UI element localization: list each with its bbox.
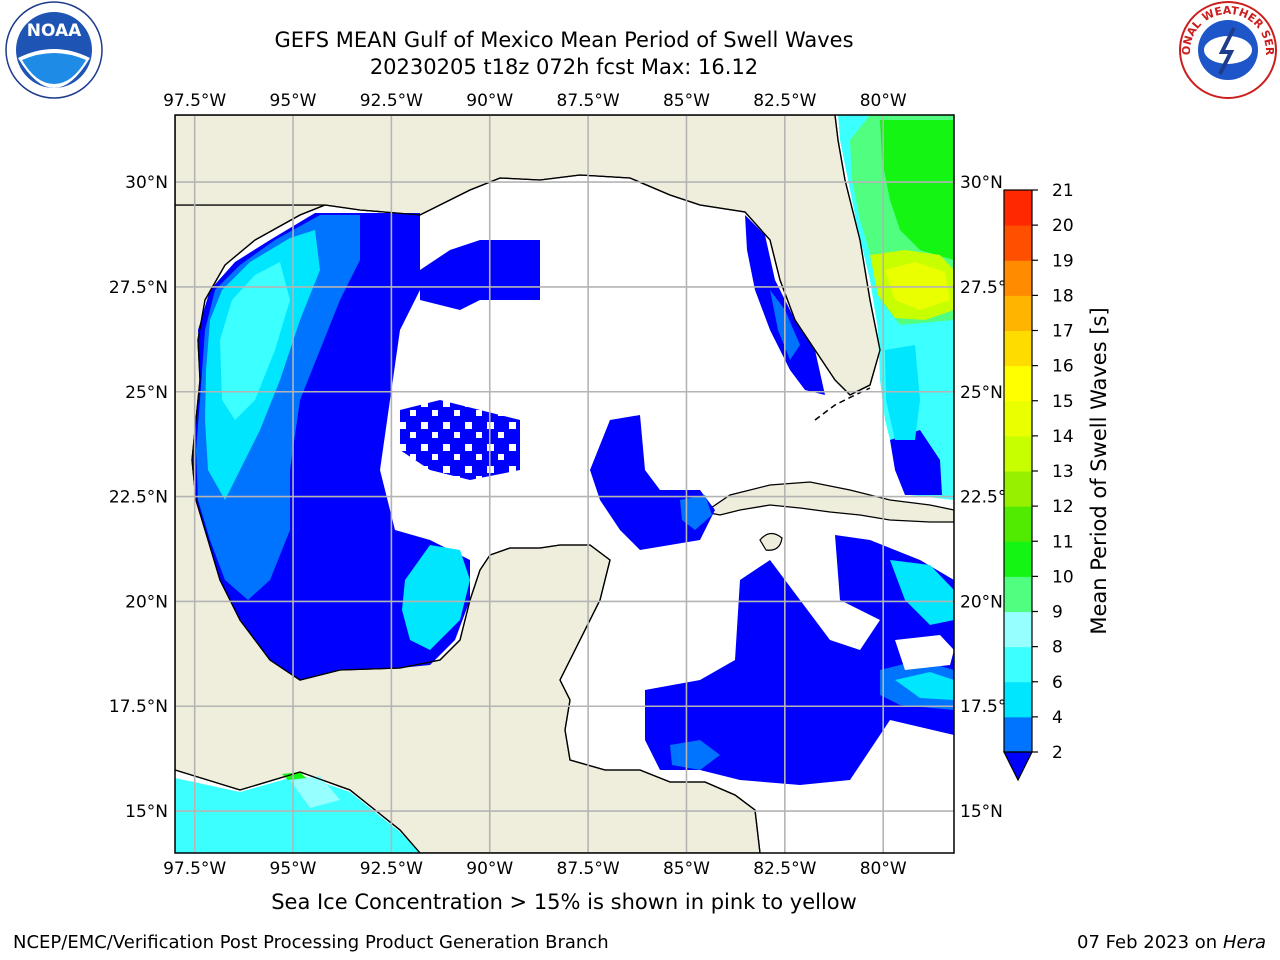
map-frame [174,114,955,854]
colorbar-tick-label: 9 [1052,603,1063,623]
colorbar-segment [1004,506,1032,542]
colorbar-segment [1004,646,1032,683]
field-north-central [420,240,540,310]
field-caribbean-east [890,560,954,625]
colorbar-tick-label: 17 [1052,322,1074,342]
colorbar-tick-label: 15 [1052,392,1074,412]
lon-tick-label: 87.5°W [557,91,620,111]
colorbar-segment [1004,716,1032,753]
colorbar-tick-label: 14 [1052,427,1074,447]
colorbar-segment [1004,190,1032,226]
lat-tick-label: 25°N [125,383,168,403]
colorbar-tick-label: 8 [1052,638,1063,658]
colorbar-tick-label: 2 [1052,743,1063,763]
footer-credit: NCEP/EMC/Verification Post Processing Pr… [13,932,609,953]
lat-tick-label: 15°N [125,802,168,822]
footer-date-text: 07 Feb 2023 on [1077,932,1218,953]
colorbar-segment [1004,365,1032,402]
colorbar-segment [1004,576,1032,612]
lon-tick-label: 95°W [270,859,317,879]
colorbar-segment [1004,225,1032,261]
lon-tick-label: 97.5°W [163,91,226,111]
colorbar-tick-label: 4 [1052,708,1063,728]
colorbar-tick-label: 11 [1052,532,1074,552]
lon-tick-label: 92.5°W [360,91,423,111]
field-yucatan-cyan [680,495,712,530]
colorbar-tick-label: 20 [1052,216,1074,236]
field-pacific-light [290,776,340,808]
lon-tick-label: 82.5°W [753,91,816,111]
coastline-gulf [324,115,881,396]
map-subtitle: 20230205 t18z 072h fcst Max: 16.12 [369,55,759,79]
nws-logo-icon: NATIONAL WEATHER SERVICE [1176,0,1277,99]
gridlines [175,115,954,853]
colorbar-segment [1004,611,1032,648]
colorbar-label: Mean Period of Swell Waves [s] [1087,307,1111,634]
lat-tick-label: 27.5°N [109,278,168,298]
lat-tick-label: 25°N [960,383,1003,403]
coastline-pacific [175,769,421,853]
colorbar-segment [1004,330,1032,367]
lon-tick-label: 80°W [860,859,907,879]
field-atlantic-yellow [885,262,950,310]
sea-ice-note: Sea Ice Concentration > 15% is shown in … [271,890,857,914]
field-caribbean-south-light [670,740,720,770]
lon-tick-label: 90°W [466,91,513,111]
lat-tick-label: 20°N [960,592,1003,612]
lon-tick-label: 87.5°W [557,859,620,879]
colorbar-tick-label: 13 [1052,462,1074,482]
colorbar-tick-label: 6 [1052,673,1063,693]
colorbar-extend-min [1003,751,1033,782]
field-atlantic-bright-green [880,120,954,260]
field-pacific-green [282,772,306,780]
lat-tick-label: 17.5°N [109,697,168,717]
longitude-labels-top: 97.5°W 95°W 92.5°W 90°W 87.5°W 85°W 82.5°W 80°W [163,91,907,111]
lat-tick-label: 15°N [960,802,1003,822]
colorbar-segment [1004,260,1032,296]
noaa-logo-text: NOAA [27,21,82,41]
lon-tick-label: 85°W [663,91,710,111]
field-caribbean-cyan [895,672,954,700]
land-isla-juventud [759,532,783,551]
colorbar-segment [1004,471,1032,507]
colorbar-tick-label: 12 [1052,497,1074,517]
colorbar: 2 4 6 8 9 10 11 12 13 14 15 16 17 18 19 20 21 [1003,181,1074,782]
lon-tick-label: 95°W [270,91,317,111]
colorbar-tick-label: 10 [1052,567,1074,587]
lon-tick-label: 97.5°W [163,859,226,879]
field-pacific-south [175,775,420,853]
colorbar-segment [1004,295,1032,331]
colorbar-tick-label: 19 [1052,251,1074,271]
footer-host: Hera [1222,932,1266,953]
footer-date: 07 Feb 2023 on Hera [1077,932,1266,953]
land-cuba [703,481,954,523]
colorbar-segment [1004,541,1032,577]
colorbar-segment [1004,435,1032,472]
lon-tick-label: 90°W [466,859,513,879]
map-area [175,115,954,853]
colorbar-tick-label: 18 [1052,286,1074,306]
lat-tick-label: 20°N [125,592,168,612]
field-western-gulf-aqua [220,262,290,420]
lon-tick-label: 85°W [663,859,710,879]
lat-tick-label: 30°N [125,173,168,193]
lon-tick-label: 82.5°W [753,859,816,879]
colorbar-tick-label: 16 [1052,357,1074,377]
field-atlantic-blue [890,430,942,495]
lon-tick-label: 80°W [860,91,907,111]
longitude-labels-bottom: 97.5°W 95°W 92.5°W 90°W 87.5°W 85°W 82.5°W 80°W [163,859,907,879]
lat-tick-label: 30°N [960,173,1003,193]
map-title: GEFS MEAN Gulf of Mexico Mean Period of … [274,28,854,52]
latitude-labels-left: 15°N 17.5°N 20°N 22.5°N 25°N 27.5°N 30°N [109,173,168,822]
colorbar-segment [1004,681,1032,718]
field-campeche-cyan [402,545,470,650]
field-caribbean-blue [645,535,954,785]
colorbar-segment [1004,400,1032,437]
field-caribbean-white-gap [895,635,954,670]
lon-tick-label: 92.5°W [360,859,423,879]
lat-tick-label: 22.5°N [109,488,168,508]
colorbar-tick-label: 21 [1052,181,1074,201]
noaa-logo-icon: NOAA [5,1,103,99]
